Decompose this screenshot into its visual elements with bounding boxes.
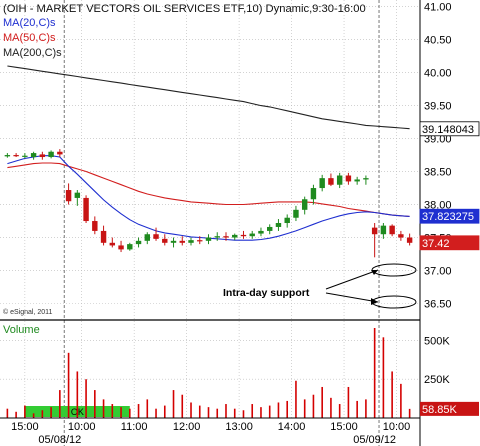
candle-body (345, 175, 352, 182)
ma200-line (7, 65, 410, 130)
candle-body (275, 223, 282, 227)
price-tick-label: 39.00 (424, 134, 452, 146)
candle-body (4, 155, 11, 157)
candle-body (336, 175, 343, 185)
candle-body (398, 234, 404, 238)
candle-body (293, 209, 299, 218)
time-tick-label: 11:00 (121, 421, 148, 433)
price-tag-label: 37.823275 (422, 211, 474, 223)
time-tick-label: 15:00 (11, 421, 39, 433)
volume-bars: OK (6, 328, 411, 418)
price-tick-label: 37.00 (424, 266, 452, 278)
ma50-legend: MA(50,C)s (3, 32, 56, 44)
time-tick-label: 13:00 (225, 421, 253, 433)
support-arrowhead-upper (371, 270, 378, 275)
candle-body (39, 154, 46, 158)
candle-body (179, 240, 185, 243)
price-tag-label: 39.148043 (422, 124, 474, 136)
support-arrow-lower (325, 292, 379, 303)
volume-tick-label: 250K (424, 374, 450, 386)
candle-body (13, 155, 19, 157)
candle-body (319, 178, 325, 189)
time-tick-label: 15:00 (330, 421, 358, 433)
price-tick-label: 40.50 (424, 35, 452, 47)
candle-body (22, 155, 28, 157)
candle-body (127, 244, 133, 250)
candle-body (197, 240, 203, 242)
candle-body (310, 188, 317, 200)
candle-body (83, 197, 89, 222)
candle-body (354, 179, 360, 182)
candle-body (232, 234, 238, 238)
price-tick-label: 39.50 (424, 101, 452, 113)
ma20-legend: MA(20,C)s (3, 17, 56, 29)
support-annotation: Intra-day support (223, 263, 417, 309)
chart-title: (OIH - MARKET VECTORS OIL SERVICES ETF,1… (3, 3, 366, 15)
candle-body (153, 234, 159, 239)
support-arrow-upper (325, 269, 379, 290)
candle-body (267, 226, 273, 231)
candle-body (100, 230, 107, 243)
candle-body (30, 153, 37, 158)
price-tick-label: 38.50 (424, 167, 452, 179)
candle-body (363, 178, 369, 180)
copyright-label: © eSignal, 2011 (3, 308, 53, 316)
date-label: 05/08/12 (38, 434, 81, 446)
time-tick-label: 10:00 (68, 421, 96, 433)
candle-body (371, 227, 378, 235)
chart-background (0, 0, 420, 446)
price-tick-label: 41.00 (424, 2, 452, 14)
candle-body (162, 238, 168, 243)
candle-body (214, 236, 220, 238)
candle-body (380, 225, 387, 235)
volume-last-tag (420, 401, 479, 416)
price-tick-label: 38.00 (424, 200, 452, 212)
candle-body (284, 217, 290, 224)
price-tags: 39.148043 37.823275 37.42 58.85K (419, 121, 480, 416)
candle-body (205, 237, 212, 241)
price-tag-box (419, 121, 480, 137)
time-tick-label: 10:00 (383, 421, 411, 433)
candle-body (249, 233, 255, 237)
candle-body (92, 221, 98, 231)
candle-body (240, 234, 247, 237)
time-tick-label: 12:00 (173, 421, 201, 433)
session-separators (63, 0, 380, 446)
volume-title: Volume (3, 324, 40, 336)
price-tag-box (419, 235, 480, 251)
candle-body (118, 245, 124, 250)
candle-body (74, 192, 81, 198)
candle-body (144, 234, 150, 241)
candle-body (223, 236, 229, 238)
candle-body (57, 151, 63, 155)
price-tag-box (419, 208, 480, 224)
price-tick-label: 36.50 (424, 299, 452, 311)
candle-body (135, 240, 142, 245)
candle-body (328, 178, 334, 185)
candles (4, 149, 413, 258)
price-tick-label: 40.00 (424, 68, 452, 80)
candle-body (301, 199, 308, 210)
candle-body (65, 190, 72, 202)
candle-body (170, 240, 177, 243)
support-label: Intra-day support (223, 287, 310, 299)
volume-last-label: 58.85K (422, 404, 458, 416)
ma200-legend: MA(200,C)s (3, 47, 62, 59)
ma50-line (7, 162, 410, 217)
candle-body (258, 230, 264, 234)
grid-lines (0, 0, 420, 418)
candle-body (188, 240, 194, 243)
candle-body (109, 242, 116, 246)
date-label: 05/09/12 (353, 434, 396, 446)
candle-body (389, 225, 395, 235)
support-arrowhead-lower (371, 298, 378, 305)
price-tag-label: 37.42 (422, 238, 450, 250)
axis-labels: 41.0040.5040.0039.5039.0038.5038.0037.50… (11, 2, 451, 446)
time-tick-label: 14:00 (278, 421, 306, 433)
candle-body (48, 151, 54, 158)
candle-body (406, 237, 413, 243)
volume-tick-label: 500K (424, 335, 450, 347)
